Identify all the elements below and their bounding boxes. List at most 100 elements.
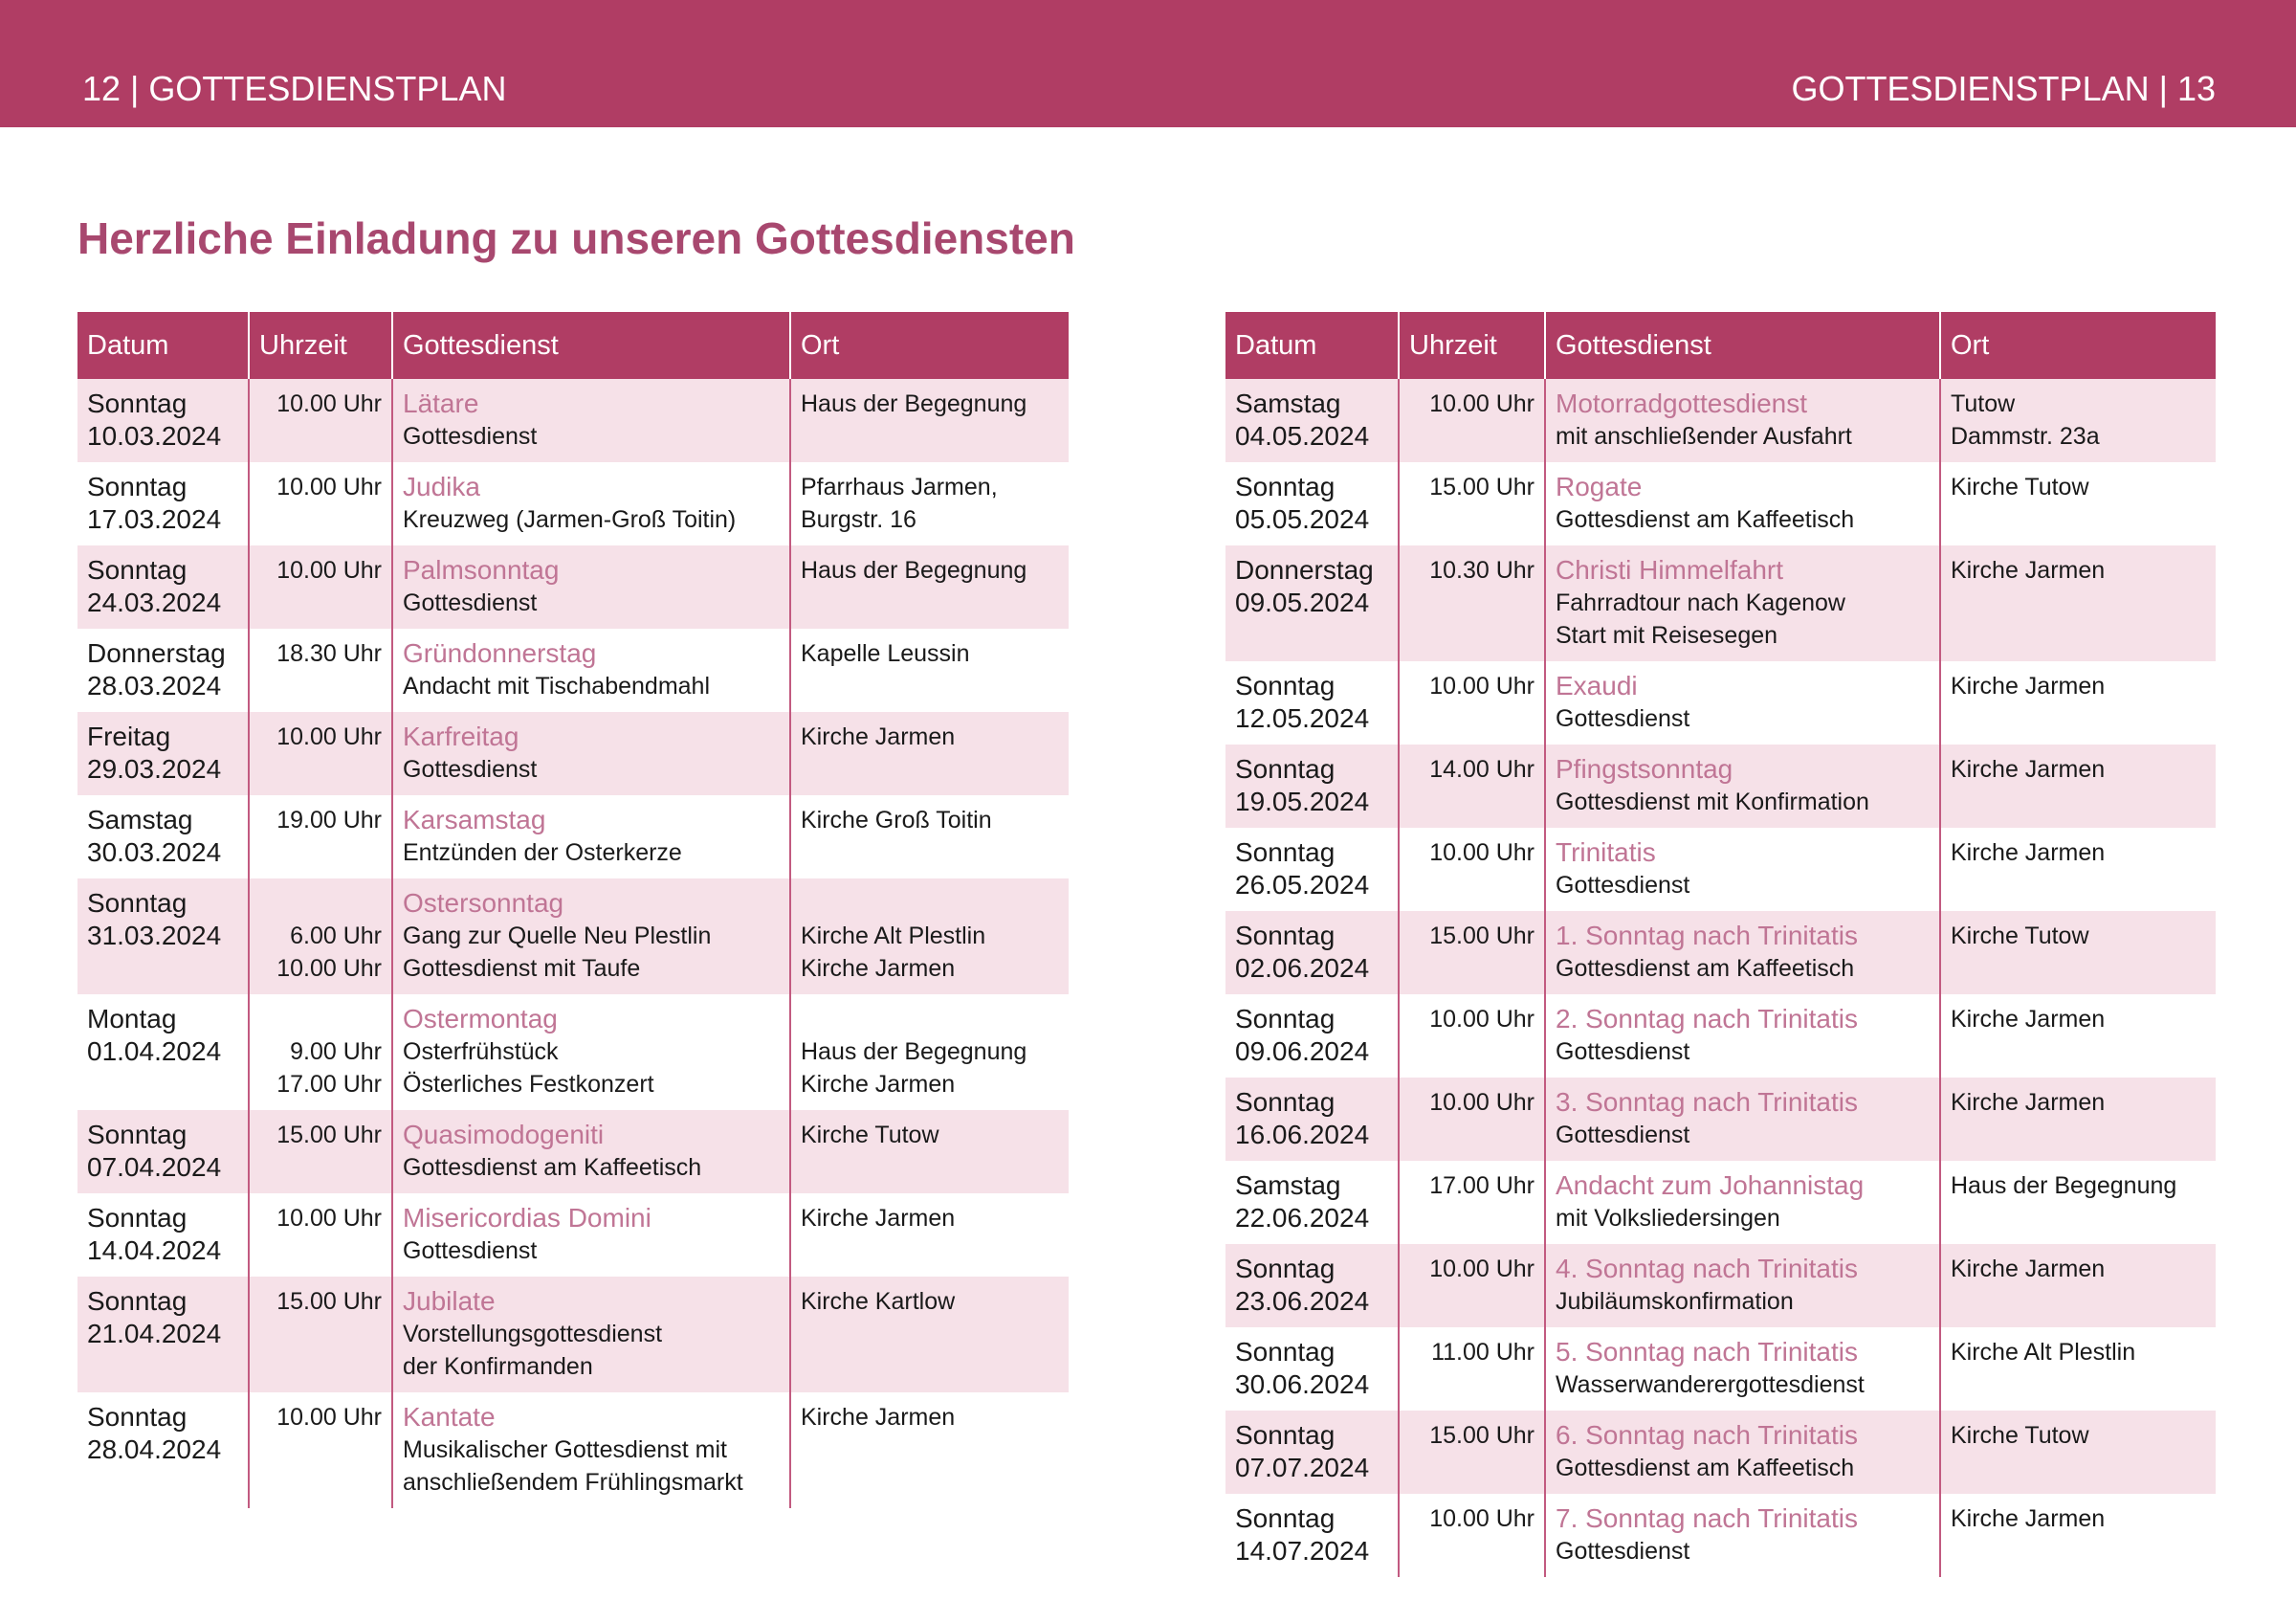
date: 10.03.2024	[87, 421, 222, 451]
service-text: Gottesdienst	[1556, 1538, 1690, 1565]
date-cell: Freitag 29.03.2024	[77, 712, 250, 795]
schedule-row: Sonntag 07.04.2024 15.00 Uhr Quasimodogenit…	[77, 1110, 1069, 1193]
service-text: Gottesdienst am Kaffeetisch	[1556, 955, 1855, 982]
service-text: Gottesdienst	[1556, 705, 1690, 732]
time-cell: 10.00 Uhr	[1399, 379, 1546, 462]
place-cell: Kirche Jarmen	[1940, 745, 2216, 828]
service-cell: Ostermontag Osterfrühstück Österliches Fes…	[392, 994, 791, 1110]
service-text: Musikalischer Gottesdienst mit	[403, 1436, 728, 1463]
place: Kirche Jarmen	[801, 1404, 956, 1431]
time: 17.00 Uhr	[1429, 1172, 1534, 1199]
date: 09.05.2024	[1235, 588, 1370, 617]
service-name: Misericordias Domini	[403, 1203, 651, 1233]
date-cell: Sonntag 05.05.2024	[1225, 462, 1400, 545]
service-name: Quasimodogeniti	[403, 1120, 605, 1149]
time-cell: 18.30 Uhr	[249, 629, 393, 712]
date-cell: Donnerstag 09.05.2024	[1225, 545, 1400, 661]
date: 12.05.2024	[1235, 703, 1370, 733]
schedule-row: Sonntag 12.05.2024 10.00 Uhr Exaudi Gottesdi…	[1225, 661, 2216, 745]
weekday: Sonntag	[1235, 472, 1336, 501]
time: 15.00 Uhr	[276, 1288, 382, 1315]
header-right: GOTTESDIENSTPLAN | 13	[1791, 69, 2216, 108]
date-cell: Sonntag 26.05.2024	[1225, 828, 1400, 911]
column-header: Datum	[77, 312, 250, 379]
service-cell: 7. Sonntag nach Trinitatis Gottesdienst	[1545, 1494, 1941, 1577]
place: Kirche Jarmen	[1951, 1505, 2106, 1532]
time-cell: 15.00 Uhr	[1399, 911, 1546, 994]
column-header: Datum	[1225, 312, 1400, 379]
schedule-row: Sonntag 10.03.2024 10.00 Uhr Lätare Gottesdi…	[77, 379, 1069, 462]
service-name: Trinitatis	[1556, 837, 1656, 867]
time-cell: 10.00 Uhr	[249, 1392, 393, 1508]
service-name: Christi Himmelfahrt	[1556, 555, 1784, 585]
service-name: Motorradgottesdienst	[1556, 389, 1808, 418]
date: 07.07.2024	[1235, 1453, 1370, 1482]
service-name: 5. Sonntag nach Trinitatis	[1556, 1337, 1858, 1367]
service-name: Pfingstsonntag	[1556, 754, 1733, 784]
date: 21.04.2024	[87, 1319, 222, 1348]
place-cell: Kirche Tutow	[1940, 911, 2216, 994]
date: 22.06.2024	[1235, 1203, 1370, 1233]
service-name: Kantate	[403, 1402, 496, 1432]
service-text: Entzünden der Osterkerze	[403, 839, 682, 866]
service-cell: Karfreitag Gottesdienst	[392, 712, 791, 795]
place: Burgstr. 16	[801, 506, 916, 533]
weekday: Sonntag	[1235, 671, 1336, 700]
place-cell: Haus der Begegnung Kirche Jarmen	[790, 994, 1069, 1110]
weekday: Sonntag	[87, 1203, 188, 1233]
date: 17.03.2024	[87, 504, 222, 534]
place: Haus der Begegnung	[801, 390, 1027, 417]
time: 10.00 Uhr	[276, 474, 382, 500]
weekday: Samstag	[1235, 389, 1341, 418]
weekday: Donnerstag	[1235, 555, 1374, 585]
service-name: Jubilate	[403, 1286, 496, 1316]
date: 07.04.2024	[87, 1152, 222, 1182]
service-name: Karsamstag	[403, 805, 546, 834]
service-text: Gottesdienst	[403, 756, 538, 783]
time: 10.00 Uhr	[1429, 673, 1534, 700]
place: Kirche Jarmen	[801, 723, 956, 750]
service-text: Osterfrühstück	[403, 1038, 559, 1065]
time-cell: 15.00 Uhr	[1399, 1411, 1546, 1494]
weekday: Sonntag	[1235, 921, 1336, 950]
service-text: Andacht mit Tischabendmahl	[403, 673, 711, 700]
weekday: Sonntag	[87, 1286, 188, 1316]
header-row: Datum Uhrzeit Gottesdienst Ort	[77, 312, 1069, 379]
place-cell: Haus der Begegnung	[790, 545, 1069, 629]
place: Kirche Tutow	[1951, 923, 2089, 949]
date: 14.07.2024	[1235, 1536, 1370, 1566]
service-text: Kreuzweg (Jarmen-Groß Toitin)	[403, 506, 737, 533]
time-cell: 10.00 Uhr	[249, 379, 393, 462]
date: 30.06.2024	[1235, 1369, 1370, 1399]
place-cell: Haus der Begegnung	[1940, 1161, 2216, 1244]
weekday: Sonntag	[87, 555, 188, 585]
service-cell: 3. Sonntag nach Trinitatis Gottesdienst	[1545, 1078, 1941, 1161]
time-cell: 6.00 Uhr 10.00 Uhr	[249, 878, 393, 994]
place: Kirche Groß Toitin	[801, 807, 992, 834]
service-text: Gottesdienst	[403, 1237, 538, 1264]
weekday: Samstag	[87, 805, 193, 834]
date-cell: Montag 01.04.2024	[77, 994, 250, 1110]
time-cell: 15.00 Uhr	[249, 1277, 393, 1392]
place-cell: Kirche Jarmen	[790, 1193, 1069, 1277]
time-cell: 11.00 Uhr	[1399, 1327, 1546, 1411]
date: 01.04.2024	[87, 1036, 222, 1066]
schedule-row: Samstag 04.05.2024 10.00 Uhr Motorradgottes…	[1225, 379, 2216, 462]
schedule-row: Samstag 30.03.2024 19.00 Uhr Karsamstag Entz…	[77, 795, 1069, 878]
schedule-row: Samstag 22.06.2024 17.00 Uhr Andacht zum Jo…	[1225, 1161, 2216, 1244]
date-cell: Sonntag 14.04.2024	[77, 1193, 250, 1277]
time: 15.00 Uhr	[276, 1122, 382, 1148]
place: Kirche Jarmen	[801, 1205, 956, 1232]
time-cell: 10.00 Uhr	[1399, 1244, 1546, 1327]
date-cell: Sonntag 19.05.2024	[1225, 745, 1400, 828]
place-cell: Kirche Jarmen	[1940, 1244, 2216, 1327]
service-cell: 5. Sonntag nach Trinitatis Wasserwanderer…	[1545, 1327, 1941, 1411]
time: 6.00 Uhr	[290, 923, 382, 949]
service-name: Rogate	[1556, 472, 1643, 501]
date: 14.04.2024	[87, 1235, 222, 1265]
schedule-row: Donnerstag 28.03.2024 18.30 Uhr Gründonners…	[77, 629, 1069, 712]
time-cell: 9.00 Uhr 17.00 Uhr	[249, 994, 393, 1110]
service-text: Start mit Reisesegen	[1556, 622, 1778, 649]
service-name: Ostersonntag	[403, 888, 564, 918]
weekday: Sonntag	[1235, 754, 1336, 784]
